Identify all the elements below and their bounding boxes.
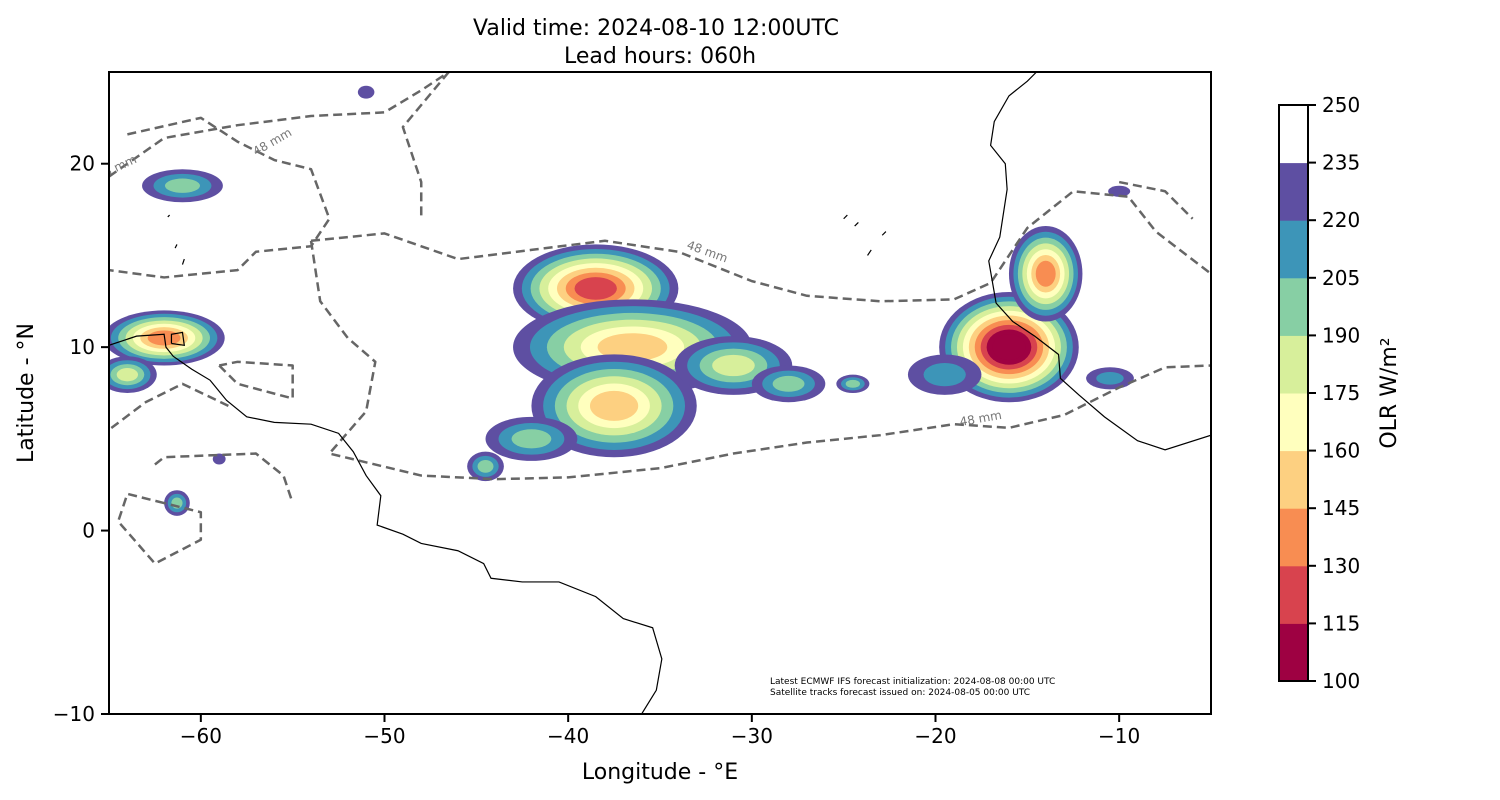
olr-band-205 <box>477 460 494 473</box>
precip-48mm-contour <box>116 492 203 565</box>
olr-band-220 <box>923 363 966 387</box>
olr-feature <box>1086 367 1134 390</box>
precip-48mm-contour <box>109 116 331 279</box>
colorbar-tick-label: 160 <box>1322 439 1360 463</box>
olr-band-205 <box>164 178 200 193</box>
y-tick-label: 10 <box>70 335 95 359</box>
olr-feature <box>467 451 504 482</box>
coastline <box>181 258 185 265</box>
x-tick-label: −10 <box>1098 724 1140 748</box>
colorbar-segment-100 <box>1279 623 1308 682</box>
y-tick-label: 0 <box>82 519 95 543</box>
olr-band-205 <box>511 429 552 449</box>
title-line1: Valid time: 2024-08-10 12:00UTC <box>473 16 839 41</box>
colorbar-tick-label: 205 <box>1322 266 1360 290</box>
contour-label: 48 mm <box>959 408 1003 429</box>
colorbar-tick-label: 130 <box>1322 554 1360 578</box>
colorbar-segment-130 <box>1279 508 1308 567</box>
map-area: 48 mm 48 mm 48 mm 48 mm <box>94 72 1211 714</box>
y-axis-label: Latitude - °N <box>14 323 39 463</box>
contour-label: 48 mm <box>685 238 730 266</box>
colorbar-tick-label: 145 <box>1322 496 1360 520</box>
olr-feature <box>836 374 870 394</box>
olr-feature <box>1008 226 1083 322</box>
colorbar-segment-220 <box>1279 162 1308 221</box>
coastline <box>109 333 663 714</box>
contour-label: 48 mm <box>94 152 138 183</box>
precip-48mm-contour <box>401 72 450 219</box>
olr-feature <box>142 169 223 203</box>
olr-feature <box>357 85 375 99</box>
annotation-init: Latest ECMWF IFS forecast initialization… <box>770 677 1055 687</box>
coastline <box>167 214 171 218</box>
precip-48mm-contour <box>218 360 294 400</box>
colorbar-tick-label: 235 <box>1322 151 1360 175</box>
colorbar-segment-160 <box>1279 393 1308 452</box>
x-tick-label: −40 <box>547 724 589 748</box>
olr-feature <box>751 365 826 403</box>
colorbar-segment-115 <box>1279 565 1308 624</box>
colorbar-tick-label: 220 <box>1322 208 1360 232</box>
x-tick-label: −20 <box>914 724 956 748</box>
olr-feature <box>939 292 1079 403</box>
precip-48mm-contour <box>154 452 294 504</box>
precip-48mm-contour <box>310 189 1211 303</box>
x-axis-label: Longitude - °E <box>582 760 738 785</box>
colorbar-segment-205 <box>1279 220 1308 279</box>
olr-feature <box>164 490 190 516</box>
precip-48mm-contour <box>109 382 229 431</box>
colorbar-tick-label: 175 <box>1322 381 1360 405</box>
coastline <box>843 214 848 220</box>
olr-feature <box>485 416 578 461</box>
olr-feature <box>907 354 982 395</box>
coastline <box>854 221 859 227</box>
olr-band-160 <box>589 390 639 421</box>
olr-band-205 <box>845 379 861 388</box>
precip-48mm-contour <box>309 240 1211 481</box>
coastline <box>867 249 872 256</box>
colorbar-label: OLR W/m² <box>1377 337 1402 448</box>
olr-band-235 <box>357 85 375 99</box>
olr-band-190 <box>116 367 139 382</box>
coastline <box>881 231 887 236</box>
olr-feature <box>109 356 157 394</box>
colorbar-segment-190 <box>1279 277 1308 336</box>
olr-band-235 <box>1108 185 1131 197</box>
coastline <box>170 331 186 347</box>
olr-band-160 <box>597 333 668 362</box>
x-tick-label: −50 <box>363 724 405 748</box>
olr-band-145 <box>1035 260 1056 287</box>
olr-feature <box>1108 185 1131 197</box>
olr-band-100 <box>992 334 1026 361</box>
x-tick-label: −30 <box>731 724 773 748</box>
olr-band-205 <box>772 375 805 392</box>
precip-48mm-contour <box>1118 180 1194 220</box>
y-tick-label: 20 <box>70 152 95 176</box>
annotation-satellite: Satellite tracks forecast issued on: 202… <box>770 688 1030 698</box>
colorbar: 100 115 130 145 160 175 190 205 220 235 250 <box>1278 93 1360 693</box>
olr-band-190 <box>712 354 755 377</box>
colorbar-segment-235 <box>1279 105 1308 164</box>
axis-ticks: −60 −50 −40 −30 −20 −10 −10 0 10 20 <box>53 152 1140 748</box>
olr-band-220 <box>1096 371 1124 385</box>
colorbar-tick-label: 115 <box>1322 611 1360 635</box>
title-line2: Lead hours: 060h <box>564 44 756 69</box>
olr-band-130 <box>574 277 617 300</box>
colorbar-tick-label: 250 <box>1322 93 1360 117</box>
contour-label: 48 mm <box>250 125 294 158</box>
colorbar-tick-label: 190 <box>1322 323 1360 347</box>
coastline <box>988 72 1211 451</box>
colorbar-segment-175 <box>1279 335 1308 394</box>
coastline <box>174 244 178 249</box>
precip-48mm-contour <box>109 72 450 178</box>
y-tick-label: −10 <box>53 702 95 726</box>
colorbar-tick-label: 100 <box>1322 669 1360 693</box>
colorbar-segment-145 <box>1279 450 1308 509</box>
map-frame <box>108 71 1212 715</box>
x-tick-label: −60 <box>180 724 222 748</box>
